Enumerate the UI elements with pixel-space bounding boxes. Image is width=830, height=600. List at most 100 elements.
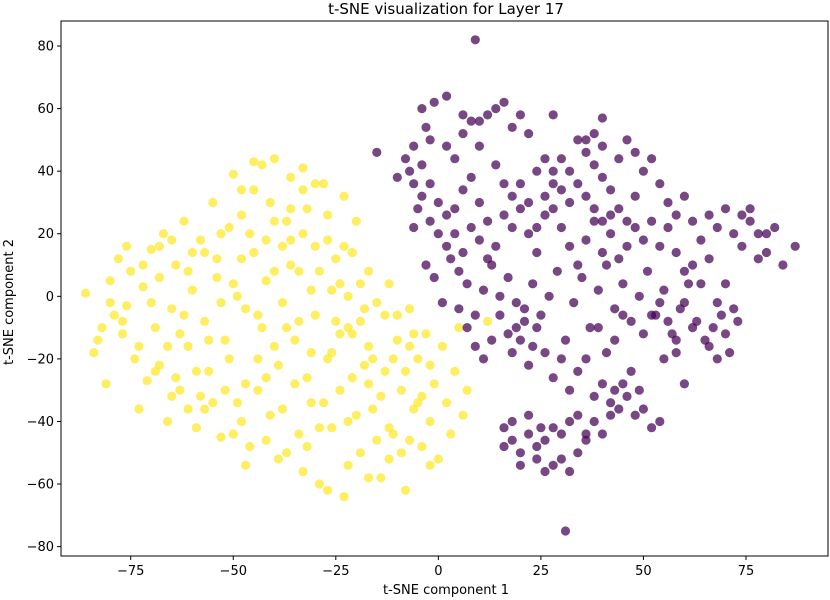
data-point — [515, 448, 526, 458]
data-point — [228, 279, 238, 289]
data-point — [725, 348, 735, 358]
data-point — [606, 210, 616, 220]
data-point — [126, 266, 136, 276]
data-point — [429, 97, 439, 107]
data-point — [454, 266, 464, 276]
data-point — [277, 298, 288, 308]
data-point — [532, 441, 542, 452]
data-point — [458, 129, 468, 139]
data-point — [413, 354, 423, 364]
data-point — [421, 122, 431, 132]
data-point — [400, 154, 411, 164]
data-point — [437, 298, 447, 308]
data-point — [696, 235, 706, 245]
data-point — [388, 354, 398, 364]
data-point — [105, 298, 115, 308]
data-point — [638, 166, 649, 176]
data-point — [396, 385, 406, 395]
y-tick-label: 20 — [37, 227, 54, 242]
data-point — [597, 429, 608, 439]
data-point — [269, 266, 279, 276]
data-point — [696, 279, 706, 289]
data-point — [351, 410, 361, 420]
data-point — [753, 254, 763, 264]
data-point — [556, 154, 567, 164]
data-point — [331, 254, 341, 264]
data-point — [339, 191, 349, 201]
data-point — [89, 348, 99, 358]
data-point — [655, 179, 665, 189]
scatter-points — [81, 35, 800, 536]
data-point — [318, 398, 329, 408]
data-point — [171, 260, 181, 270]
data-point — [105, 276, 115, 286]
data-point — [359, 360, 370, 370]
data-point — [154, 272, 164, 283]
x-tick-label: 75 — [738, 564, 755, 579]
data-point — [269, 154, 279, 164]
data-point — [433, 454, 443, 464]
data-point — [503, 272, 513, 283]
data-point — [630, 410, 640, 420]
data-point — [249, 247, 259, 258]
data-point — [446, 254, 456, 264]
y-tick-label: −60 — [27, 478, 54, 493]
data-point — [442, 141, 452, 151]
data-point — [745, 204, 755, 214]
data-point — [483, 216, 493, 226]
data-point — [589, 216, 599, 226]
data-point — [241, 379, 251, 389]
data-point — [232, 291, 242, 301]
data-point — [581, 191, 591, 201]
data-point — [601, 348, 612, 358]
data-point — [663, 222, 673, 233]
data-point — [138, 282, 148, 292]
data-point — [540, 348, 550, 358]
data-point — [671, 210, 681, 220]
data-point — [318, 179, 329, 189]
data-point — [630, 147, 640, 157]
data-point — [150, 323, 160, 333]
data-point — [376, 473, 386, 483]
data-point — [511, 323, 521, 333]
data-point — [630, 222, 640, 233]
data-point — [298, 466, 308, 477]
data-point — [282, 323, 292, 333]
data-point — [540, 210, 550, 220]
data-point — [618, 279, 628, 289]
data-point — [343, 460, 353, 470]
data-point — [236, 416, 247, 427]
data-point — [109, 310, 119, 320]
data-point — [183, 266, 193, 276]
data-point — [495, 310, 505, 320]
data-point — [405, 341, 415, 351]
data-point — [392, 172, 402, 182]
data-point — [253, 310, 263, 320]
data-point — [536, 310, 546, 320]
data-point — [216, 298, 226, 308]
data-point — [466, 116, 476, 126]
data-point — [524, 129, 534, 139]
data-point — [261, 435, 271, 445]
data-point — [113, 254, 123, 264]
data-point — [232, 398, 242, 408]
data-point — [384, 423, 394, 433]
data-point — [462, 279, 472, 289]
data-point — [294, 316, 304, 326]
data-point — [417, 441, 427, 452]
data-point — [343, 323, 353, 333]
data-point — [167, 235, 177, 245]
data-point — [515, 460, 526, 470]
data-point — [446, 429, 456, 439]
data-point — [425, 216, 435, 226]
data-point — [491, 241, 501, 251]
data-point — [442, 398, 452, 408]
data-point — [610, 385, 620, 395]
data-point — [560, 526, 571, 536]
data-point — [638, 404, 649, 414]
data-point — [589, 129, 599, 139]
data-point — [323, 210, 333, 220]
data-point — [138, 260, 148, 270]
data-point — [310, 179, 320, 189]
data-point — [638, 235, 649, 245]
